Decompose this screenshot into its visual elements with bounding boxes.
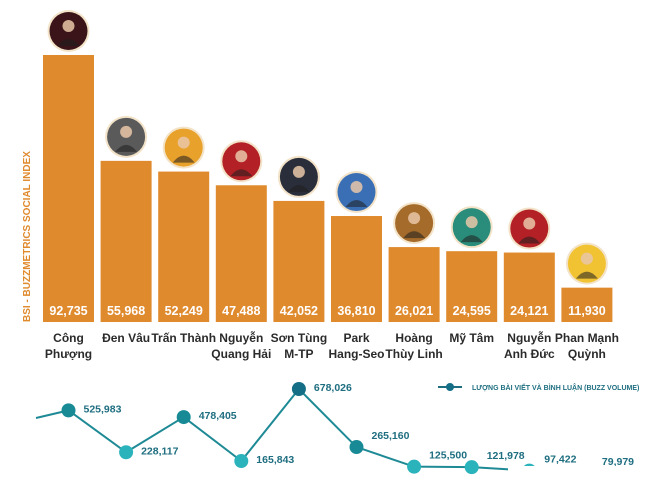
avatar-body bbox=[115, 144, 138, 152]
bar bbox=[43, 55, 94, 322]
bar bbox=[158, 171, 210, 322]
bar-value-labels: 92,735 55,968 52,249 47,488 42,052 36,810 26,0… bbox=[49, 304, 605, 318]
line-value-label: 79,979 bbox=[602, 456, 634, 468]
line-point bbox=[61, 403, 76, 418]
avatar-head bbox=[62, 20, 75, 32]
bar-value-label: 36,810 bbox=[337, 304, 375, 318]
line-point bbox=[291, 382, 306, 396]
category-label: Anh Đức bbox=[504, 347, 555, 361]
avatar-body bbox=[287, 184, 310, 192]
line-point bbox=[349, 440, 364, 455]
bar-value-label: 47,488 bbox=[222, 304, 260, 318]
avatar-group bbox=[47, 10, 608, 285]
category-label: Sơn Tùng bbox=[271, 331, 328, 345]
avatar-head bbox=[177, 136, 190, 149]
bar bbox=[273, 200, 325, 322]
avatar-body bbox=[403, 231, 426, 239]
line-value-label: 678,026 bbox=[314, 382, 352, 394]
avatar-body bbox=[57, 39, 80, 46]
category-label: Nguyễn bbox=[219, 330, 263, 345]
bar bbox=[388, 247, 440, 322]
legend-dot-icon bbox=[446, 383, 454, 391]
category-label: M-TP bbox=[284, 347, 313, 361]
line-point bbox=[119, 445, 134, 460]
line-value-label: 165,843 bbox=[256, 454, 294, 466]
line-value-labels: 525,983 228,117 478,405 165,843 678,026 265,1… bbox=[84, 382, 635, 468]
line-value-label: 121,978 bbox=[487, 450, 525, 462]
avatar-body bbox=[575, 271, 598, 279]
category-label: Phan Mạnh bbox=[555, 331, 619, 345]
line-value-label: 525,983 bbox=[84, 403, 122, 415]
legend: LƯỢNG BÀI VIẾT VÀ BÌNH LUẬN (BUZZ VOLUME… bbox=[438, 382, 639, 392]
bar bbox=[446, 251, 498, 322]
bar-value-label: 52,249 bbox=[165, 304, 203, 318]
category-label: Trấn Thành bbox=[151, 331, 216, 345]
bar bbox=[100, 160, 152, 322]
line-value-label: 478,405 bbox=[199, 410, 237, 422]
category-label: Quang Hải bbox=[211, 347, 271, 361]
bar-value-label: 24,121 bbox=[510, 304, 548, 318]
category-label: Mỹ Tâm bbox=[449, 331, 494, 345]
bar bbox=[331, 216, 382, 322]
line-point bbox=[464, 460, 479, 475]
avatar-head bbox=[465, 216, 478, 229]
avatar-body bbox=[460, 235, 483, 243]
line-value-label: 125,500 bbox=[429, 450, 467, 462]
bar bbox=[561, 287, 613, 322]
category-label: Park bbox=[343, 331, 369, 345]
bar-value-label: 11,930 bbox=[568, 304, 606, 318]
bar-series bbox=[43, 55, 613, 322]
bar bbox=[503, 252, 555, 322]
category-label: Phượng bbox=[45, 347, 92, 361]
category-label: Quỳnh bbox=[568, 347, 606, 361]
bar-value-label: 42,052 bbox=[280, 304, 318, 318]
avatar-body bbox=[518, 236, 541, 244]
bar-value-label: 26,021 bbox=[395, 304, 433, 318]
line-value-label: 228,117 bbox=[141, 445, 179, 457]
line-point bbox=[176, 410, 191, 425]
y-axis-label: BSI - BUZZMETRICS SOCIAL INDEX bbox=[22, 151, 33, 322]
category-label: Hang-Seo bbox=[328, 347, 384, 361]
category-label: Thùy Linh bbox=[385, 347, 442, 361]
avatar-head bbox=[408, 212, 421, 225]
line-value-label: 97,422 bbox=[544, 454, 576, 466]
avatar-head bbox=[235, 150, 248, 163]
bar-value-label: 24,595 bbox=[453, 304, 491, 318]
category-label: Công bbox=[53, 331, 84, 345]
buzz-volume-line bbox=[35, 382, 594, 481]
avatar-body bbox=[172, 155, 195, 163]
avatar-head bbox=[350, 181, 363, 194]
avatar-head bbox=[120, 125, 133, 138]
category-label: Nguyễn bbox=[507, 330, 551, 345]
line-value-label: 265,160 bbox=[372, 430, 410, 442]
legend-label: LƯỢNG BÀI VIẾT VÀ BÌNH LUẬN (BUZZ VOLUME… bbox=[472, 382, 639, 392]
category-label: Đen Vâu bbox=[102, 331, 150, 345]
bar-value-label: 55,968 bbox=[107, 304, 145, 318]
avatar-body bbox=[230, 169, 253, 177]
avatar-head bbox=[523, 217, 536, 230]
avatar-body bbox=[345, 200, 368, 208]
avatar-head bbox=[580, 252, 593, 265]
overlay-mask bbox=[508, 466, 668, 495]
line-point bbox=[407, 459, 422, 474]
category-label: Hoàng bbox=[395, 331, 432, 345]
avatar-head bbox=[292, 165, 305, 178]
line-point bbox=[234, 454, 249, 469]
bar bbox=[215, 185, 267, 322]
bar-value-label: 92,735 bbox=[49, 304, 87, 318]
